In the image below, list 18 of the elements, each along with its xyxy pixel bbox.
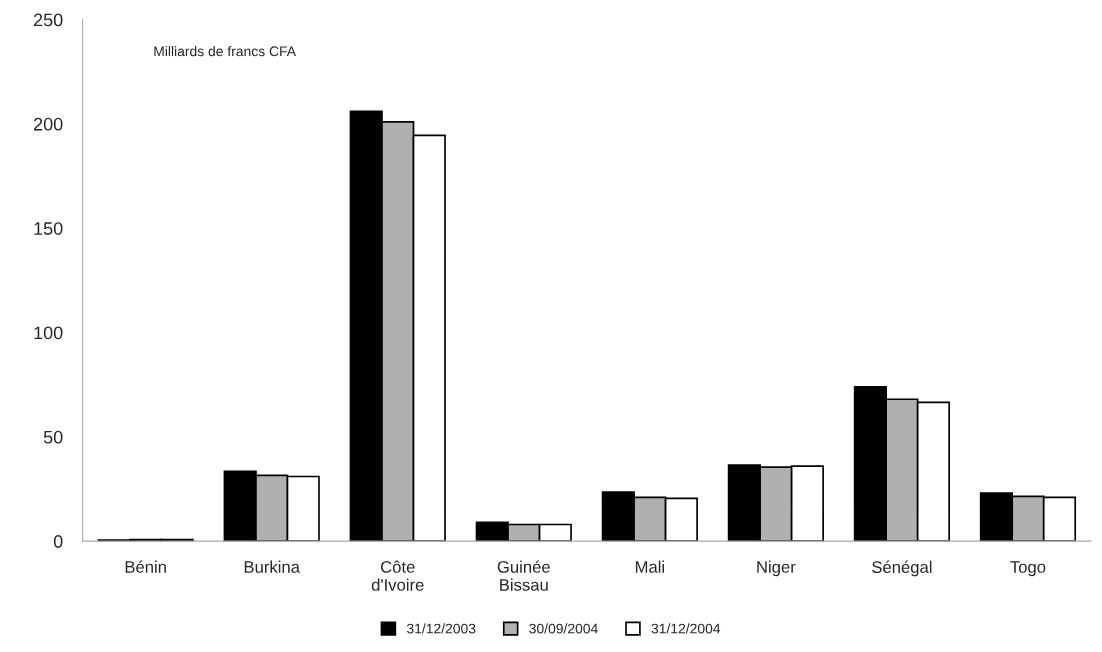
legend-label: 31/12/2003 <box>406 623 476 634</box>
legend-label: 31/12/2004 <box>651 623 721 634</box>
x-tick-label: Sénégal <box>872 560 932 577</box>
x-tick-label: Burkina <box>244 560 300 573</box>
y-tick-label: 100 <box>34 326 63 340</box>
annotation: Milliards de francs CFA <box>154 46 296 57</box>
y-tick-label: 50 <box>43 430 63 444</box>
x-tick-label: Togo <box>1010 561 1046 577</box>
legend-label: 30/09/2004 <box>529 623 598 634</box>
x-tick-label: Niger <box>757 560 796 577</box>
x-tick-label: Mali <box>635 560 664 573</box>
y-tick-label: 250 <box>33 13 63 27</box>
y-tick-label: 0 <box>53 535 63 548</box>
x-tick-label: Guinée Bissau <box>497 560 550 591</box>
y-tick-label: 150 <box>34 222 63 235</box>
y-tick-label: 200 <box>33 117 63 131</box>
x-tick-label: Côte d'Ivoire <box>371 560 424 591</box>
x-tick-label: Bénin <box>125 560 166 573</box>
